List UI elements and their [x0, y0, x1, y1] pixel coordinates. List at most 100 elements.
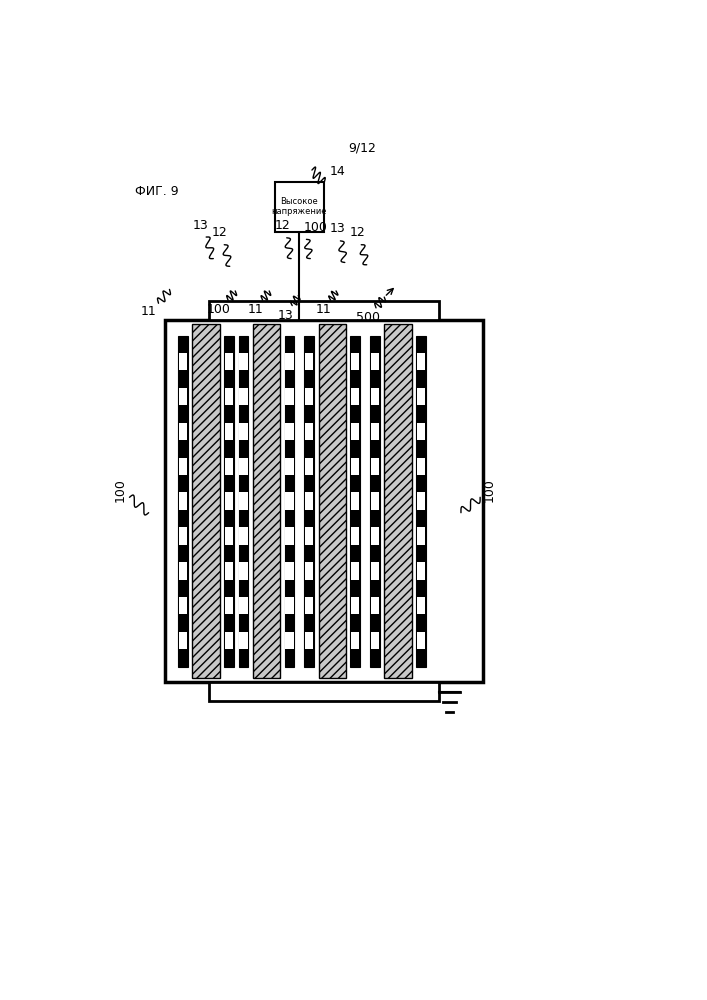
Bar [417, 597, 425, 614]
Bar [305, 597, 313, 614]
Bar [370, 562, 379, 580]
Bar [286, 597, 293, 614]
Bar [225, 423, 233, 440]
Bar [417, 632, 425, 649]
Text: 13: 13 [329, 223, 346, 235]
Text: 9/12: 9/12 [349, 142, 376, 155]
Bar [417, 527, 425, 545]
Bar [417, 458, 425, 475]
Bar [286, 423, 293, 440]
Bar [370, 632, 379, 649]
Bar [305, 632, 313, 649]
Text: 12: 12 [350, 226, 366, 239]
Text: Высокое
напряжение: Высокое напряжение [271, 197, 327, 216]
Text: 11: 11 [247, 303, 264, 316]
Bar [209, 682, 439, 701]
Bar [239, 492, 247, 510]
Bar [351, 353, 359, 370]
Bar [351, 423, 359, 440]
Bar [239, 527, 247, 545]
Text: 100: 100 [114, 478, 127, 502]
Text: 100: 100 [304, 221, 327, 234]
Text: 13: 13 [193, 219, 209, 232]
Text: 12: 12 [212, 226, 228, 239]
Bar [417, 562, 425, 580]
Bar [286, 388, 293, 405]
Bar [225, 562, 233, 580]
Bar [304, 336, 314, 667]
Bar [179, 423, 187, 440]
Bar [305, 353, 313, 370]
Bar [286, 562, 293, 580]
Bar [179, 632, 187, 649]
Bar [351, 458, 359, 475]
Bar [385, 324, 411, 678]
Bar [239, 388, 247, 405]
Bar [351, 632, 359, 649]
Bar [286, 458, 293, 475]
Bar [370, 597, 379, 614]
Bar [351, 597, 359, 614]
Bar [417, 423, 425, 440]
Bar [179, 458, 187, 475]
Bar [225, 632, 233, 649]
Text: 12: 12 [275, 219, 291, 232]
Bar [239, 562, 247, 580]
Bar [178, 336, 188, 667]
Bar [350, 336, 360, 667]
Bar [370, 388, 379, 405]
Bar [179, 597, 187, 614]
Bar [417, 388, 425, 405]
Bar [305, 527, 313, 545]
Bar [209, 301, 439, 320]
Bar [239, 597, 247, 614]
Bar [286, 527, 293, 545]
Text: 100: 100 [207, 303, 230, 316]
Bar [351, 562, 359, 580]
Text: 100: 100 [483, 478, 496, 502]
Bar [305, 458, 313, 475]
Bar [370, 353, 379, 370]
Bar [179, 388, 187, 405]
Bar [417, 353, 425, 370]
Bar [225, 353, 233, 370]
Text: 500: 500 [356, 311, 380, 324]
Bar [253, 324, 280, 678]
Bar [370, 336, 380, 667]
Bar [370, 423, 379, 440]
Bar [238, 336, 248, 667]
Bar [239, 632, 247, 649]
Bar [224, 336, 234, 667]
Bar [370, 458, 379, 475]
Bar [370, 492, 379, 510]
Bar [370, 527, 379, 545]
Bar [351, 388, 359, 405]
Bar [239, 353, 247, 370]
Text: 11: 11 [316, 303, 332, 316]
Bar [286, 492, 293, 510]
Bar [417, 492, 425, 510]
Bar [275, 182, 324, 232]
Bar [416, 336, 426, 667]
Bar [351, 492, 359, 510]
Bar [225, 492, 233, 510]
Text: 14: 14 [329, 165, 345, 178]
Bar [286, 353, 293, 370]
Bar [239, 458, 247, 475]
Bar [179, 562, 187, 580]
Bar [286, 632, 293, 649]
Bar [319, 324, 346, 678]
Bar [225, 388, 233, 405]
Bar [305, 492, 313, 510]
Bar [179, 492, 187, 510]
Bar [192, 324, 220, 678]
Bar [179, 527, 187, 545]
Text: 13: 13 [278, 309, 293, 322]
Bar [284, 336, 294, 667]
Bar [165, 320, 483, 682]
Bar [305, 388, 313, 405]
Bar [351, 527, 359, 545]
Bar [225, 597, 233, 614]
Text: 11: 11 [141, 305, 156, 318]
Bar [225, 458, 233, 475]
